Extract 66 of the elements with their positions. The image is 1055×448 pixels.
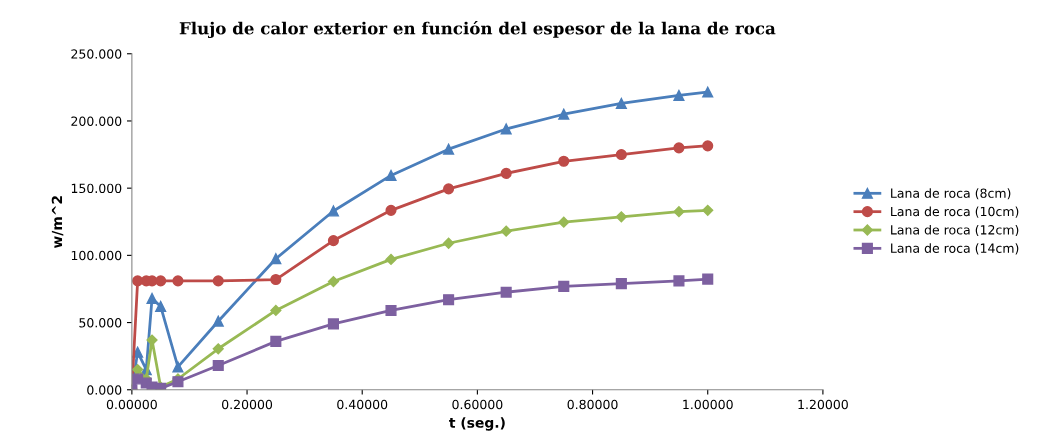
point xyxy=(327,205,339,217)
legend-label: Lana de roca (8cm) xyxy=(891,188,1011,200)
point xyxy=(270,304,282,317)
point xyxy=(500,167,512,179)
point xyxy=(172,275,184,287)
point xyxy=(327,235,339,247)
point xyxy=(327,275,340,288)
point xyxy=(558,108,570,120)
point xyxy=(615,97,627,110)
y-tick-label: 200.000 xyxy=(71,116,122,126)
point xyxy=(615,211,627,223)
point xyxy=(172,361,184,373)
point xyxy=(615,278,627,290)
point xyxy=(146,292,158,304)
y-tick-label: 250.000 xyxy=(71,49,122,59)
point xyxy=(443,294,455,306)
point xyxy=(442,237,455,249)
point xyxy=(443,143,455,155)
point xyxy=(385,169,397,181)
point xyxy=(558,155,570,167)
x-tick-label: 0.80000 xyxy=(567,399,618,410)
point xyxy=(673,89,685,101)
point xyxy=(385,304,397,317)
legend-label: Lana de roca (12cm) xyxy=(891,224,1019,237)
x-tick-label: 1.00000 xyxy=(683,399,733,410)
point xyxy=(212,275,224,287)
point xyxy=(702,140,714,152)
point xyxy=(673,142,685,154)
point xyxy=(500,123,512,135)
point xyxy=(558,216,570,228)
point xyxy=(673,275,685,287)
point xyxy=(558,280,570,292)
point xyxy=(212,343,224,355)
point xyxy=(702,204,714,216)
x-tick-label: 0.20000 xyxy=(222,399,273,410)
point xyxy=(385,204,397,216)
point xyxy=(500,286,512,298)
y-tick-label: 0.000 xyxy=(87,385,122,395)
point xyxy=(702,273,714,285)
x-axis-title: t (seg.) xyxy=(449,417,505,431)
point xyxy=(500,225,512,237)
y-tick-label: 50.000 xyxy=(79,318,122,328)
point xyxy=(155,275,167,287)
x-tick-label: 0.40000 xyxy=(337,399,388,410)
point xyxy=(702,86,714,98)
point xyxy=(132,346,144,358)
y-tick-label: 150.000 xyxy=(71,183,122,194)
x-tick-label: 0.00000 xyxy=(106,399,157,410)
point xyxy=(673,206,685,218)
point xyxy=(270,273,282,286)
point xyxy=(615,149,627,161)
chart-title: Flujo de calor exterior en función del espesor de la lana de roca xyxy=(179,20,776,39)
point xyxy=(270,253,282,265)
legend-label: Lana de roca (14cm) xyxy=(891,243,1019,255)
legend-label: Lana de roca (10cm) xyxy=(891,206,1019,218)
point xyxy=(327,318,339,330)
x-tick-label: 0.60000 xyxy=(452,399,503,410)
point xyxy=(212,315,224,327)
point xyxy=(212,360,224,372)
point xyxy=(385,253,397,265)
y-tick-label: 100.000 xyxy=(71,250,122,261)
x-tick-label: 1.20000 xyxy=(798,399,848,410)
point xyxy=(443,183,455,195)
point xyxy=(155,300,167,312)
point xyxy=(270,335,282,347)
y-axis-title: w/m^2 xyxy=(51,196,64,249)
